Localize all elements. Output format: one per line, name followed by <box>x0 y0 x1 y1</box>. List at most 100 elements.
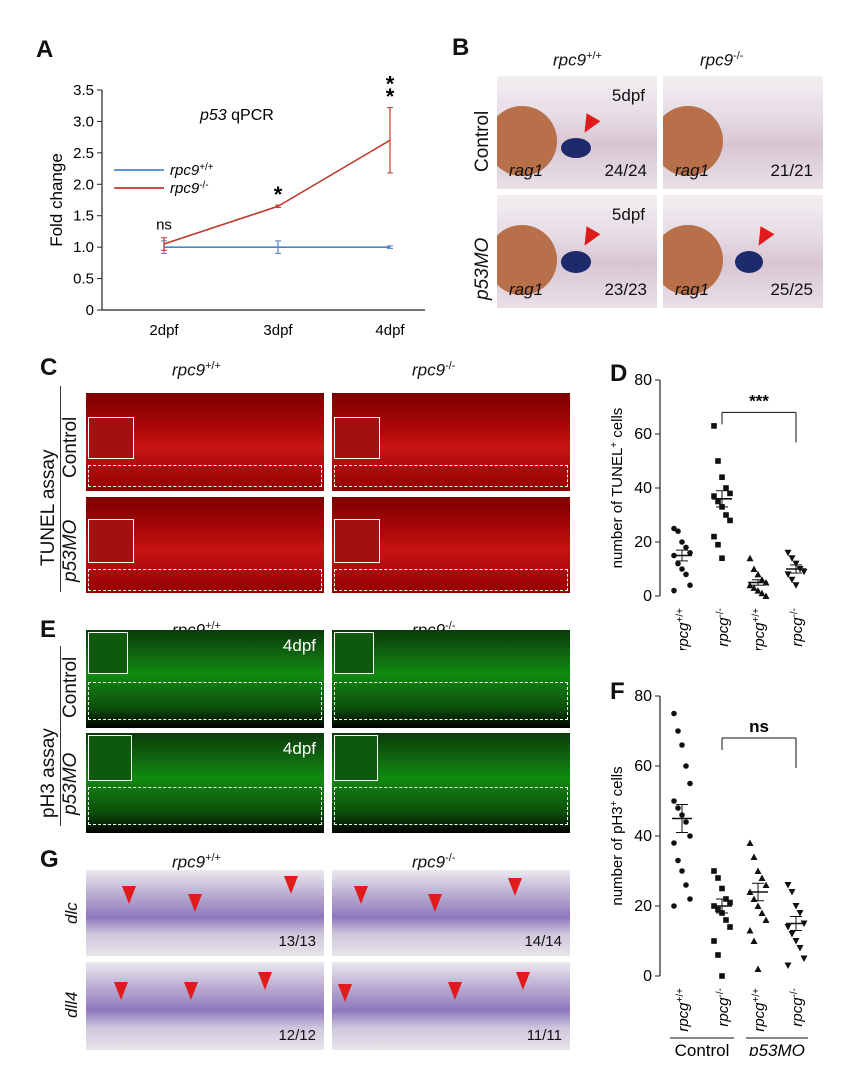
annotation-star: * <box>274 182 283 207</box>
data-point <box>683 544 689 551</box>
data-point <box>679 566 685 572</box>
annotation-ns: ns <box>156 217 172 234</box>
data-point <box>715 952 721 958</box>
gene-label-dll4: dll4 <box>62 991 81 1018</box>
stage-label: 5dpf <box>611 205 645 224</box>
count-label: 12/12 <box>278 1027 316 1044</box>
data-point <box>723 512 729 518</box>
y-axis-label: number of pH3+ cells <box>609 766 627 905</box>
y-tick-label: 40 <box>634 480 652 497</box>
y-tick-label: 0 <box>86 302 94 319</box>
genotype-wt-g: rpc9+/+ <box>172 852 221 872</box>
ph3-image-p53mo-wt: 4dpf <box>86 733 324 833</box>
data-point <box>687 833 693 839</box>
count-label: 21/21 <box>770 161 813 180</box>
data-point <box>746 581 754 589</box>
data-point <box>792 938 800 945</box>
ph3-image-control-wt: 4dpf <box>86 630 324 728</box>
y-tick-label: 80 <box>634 688 652 705</box>
data-point <box>796 945 804 952</box>
ish-image-p53mo-mut: rag1 25/25 <box>663 195 823 308</box>
data-point <box>711 493 717 499</box>
genotype-mut-c: rpc9-/- <box>412 360 456 380</box>
count-label: 24/24 <box>604 161 647 180</box>
group-tick-label: rpcg+/+ <box>675 988 693 1032</box>
y-tick-label: 1.5 <box>73 208 94 225</box>
annotation-star: * <box>386 71 395 96</box>
data-point <box>800 568 808 576</box>
data-point <box>711 868 717 874</box>
group-tick-label: rpcg-/- <box>715 988 733 1027</box>
data-point <box>671 840 677 846</box>
y-tick-label: 60 <box>634 758 652 775</box>
data-point <box>800 955 808 962</box>
assay-label-tunel: TUNEL assay <box>38 449 59 567</box>
row-label-p53mo-b: p53MO <box>472 237 493 300</box>
data-point <box>679 742 685 748</box>
tunel-image-p53mo-wt <box>86 497 324 593</box>
ish-image-control-mut: rag1 21/21 <box>663 76 823 189</box>
data-point <box>750 584 758 591</box>
data-point <box>792 903 800 910</box>
data-point <box>758 589 766 597</box>
group-tick-label: rpcg-/- <box>715 608 733 647</box>
y-tick-label: 1.0 <box>73 239 94 256</box>
stage-label: 5dpf <box>611 86 645 105</box>
y-tick-label: 20 <box>634 898 652 915</box>
gene-label: rag1 <box>509 280 544 299</box>
data-point <box>671 710 677 717</box>
ph3-image-control-mut <box>332 630 570 728</box>
arrowhead-icon <box>577 113 601 137</box>
data-point <box>762 881 770 888</box>
count-label: 14/14 <box>524 933 562 950</box>
data-point <box>687 896 693 902</box>
y-axis-label: number of TUNEL+ cells <box>609 408 627 569</box>
group-label-control: Control <box>675 1041 730 1056</box>
panel-label-g: G <box>40 846 59 873</box>
data-point <box>711 533 717 540</box>
group-tick-label: rpcg+/+ <box>675 608 693 650</box>
data-point <box>679 868 685 874</box>
legend-entry: rpc9+/+ <box>170 162 214 180</box>
legend-entry: rpc9-/- <box>170 180 209 198</box>
genotype-wt-c: rpc9+/+ <box>172 360 221 380</box>
data-point <box>784 924 792 931</box>
row-label-p53mo-c: p53MO <box>60 519 81 582</box>
data-point <box>683 763 689 769</box>
ph3-image-p53mo-mut <box>332 733 570 833</box>
p53-qpcr-line-chart: 0 0.5 1.0 1.5 2.0 2.5 3.0 3.5 2dpf 3dpf 4dpf Fold c… <box>47 71 425 339</box>
group-label-p53mo: p53MO <box>748 1041 805 1056</box>
data-point <box>687 582 693 588</box>
ish-image-control-wt: 5dpf rag1 24/24 <box>497 76 657 189</box>
genotype-wt-b: rpc9+/+ <box>553 50 602 70</box>
significance-label: ns <box>749 717 769 736</box>
group-tick-label: rpcg+/+ <box>751 608 769 650</box>
data-point <box>727 490 733 497</box>
data-point <box>792 582 800 589</box>
panel-label-e: E <box>40 616 57 643</box>
ish-image-p53mo-wt: 5dpf rag1 23/23 <box>497 195 657 308</box>
data-point <box>727 924 733 930</box>
data-point <box>754 587 762 594</box>
data-point <box>675 528 681 534</box>
stage-label: 4dpf <box>282 739 316 758</box>
data-point <box>750 853 758 860</box>
y-tick-label: 80 <box>634 372 652 389</box>
data-point <box>711 423 717 429</box>
tunel-image-control-mut <box>332 393 570 491</box>
gene-label: rag1 <box>675 161 710 180</box>
panel-label-c: C <box>40 354 58 381</box>
data-point <box>788 555 796 562</box>
data-point <box>754 867 762 874</box>
data-point <box>762 592 770 599</box>
data-point <box>754 902 762 909</box>
count-label: 13/13 <box>278 933 316 950</box>
y-tick-label: 0 <box>643 968 652 985</box>
tunel-scatter-chart: 0 20 40 60 80 number of TUNEL+ cells rpcg+/+ rp… <box>609 372 808 650</box>
data-point <box>788 889 796 896</box>
data-point <box>746 927 754 934</box>
data-point <box>715 541 721 548</box>
data-point <box>784 571 792 578</box>
y-tick-label: 2.0 <box>73 176 94 193</box>
data-point <box>723 485 729 491</box>
